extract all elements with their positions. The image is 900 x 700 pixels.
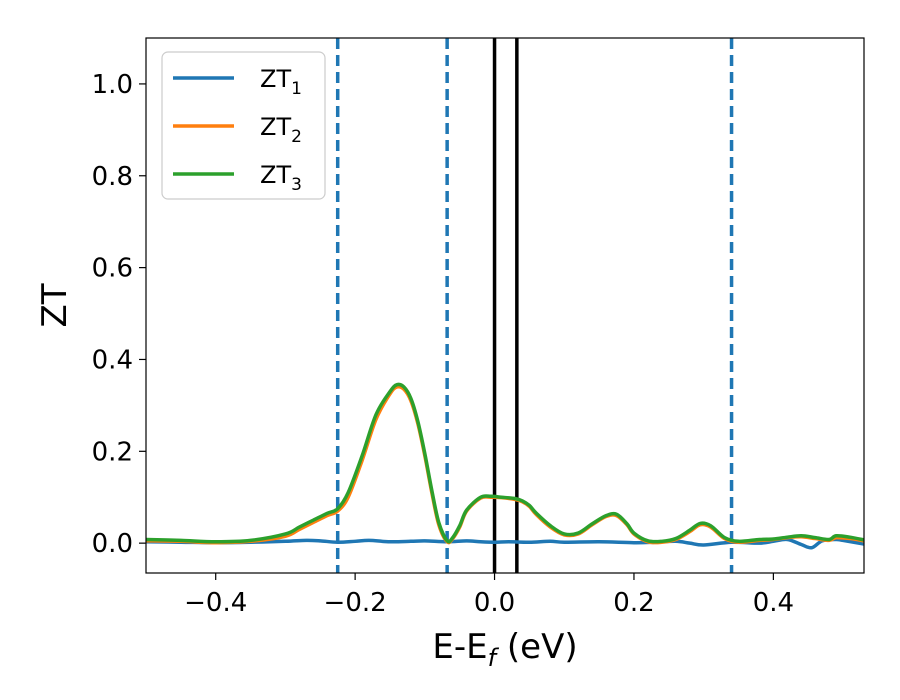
series-line-zt3 <box>146 382 864 544</box>
x-axis-label-main: E-E <box>432 627 487 667</box>
legend: ZT1 ZT2 ZT3 <box>161 51 326 200</box>
x-axis-label: E-Ef (eV) <box>432 627 577 672</box>
y-tick-label: 1.0 <box>92 70 133 100</box>
x-ticks: −0.4 −0.2 0.0 0.2 0.4 <box>184 573 794 618</box>
x-tick-label: 0.0 <box>474 588 515 618</box>
y-tick-label: 0.0 <box>92 529 133 559</box>
y-axis-label: ZT <box>35 283 75 327</box>
x-tick-label: 0.4 <box>753 588 794 618</box>
legend-label-zt1: ZT1 <box>260 65 302 99</box>
x-axis-label-unit: (eV) <box>496 627 578 667</box>
vlines-layer <box>335 38 734 573</box>
series-line-zt1 <box>146 537 864 550</box>
y-tick-label: 0.6 <box>92 254 133 284</box>
y-tick-label: 0.2 <box>92 437 133 467</box>
plot-frame <box>145 37 865 574</box>
y-tick-label: 0.4 <box>92 345 133 375</box>
x-tick-label: −0.2 <box>324 588 387 618</box>
y-tick-label: 0.8 <box>92 162 133 192</box>
y-ticks: 0.0 0.2 0.4 0.6 0.8 1.0 <box>92 70 146 559</box>
legend-box <box>161 51 326 200</box>
legend-label-zt3: ZT3 <box>260 161 302 195</box>
x-tick-label: 0.2 <box>613 588 654 618</box>
x-tick-label: −0.4 <box>184 588 247 618</box>
legend-label-zt2: ZT2 <box>260 113 302 147</box>
series-layer <box>146 382 864 550</box>
